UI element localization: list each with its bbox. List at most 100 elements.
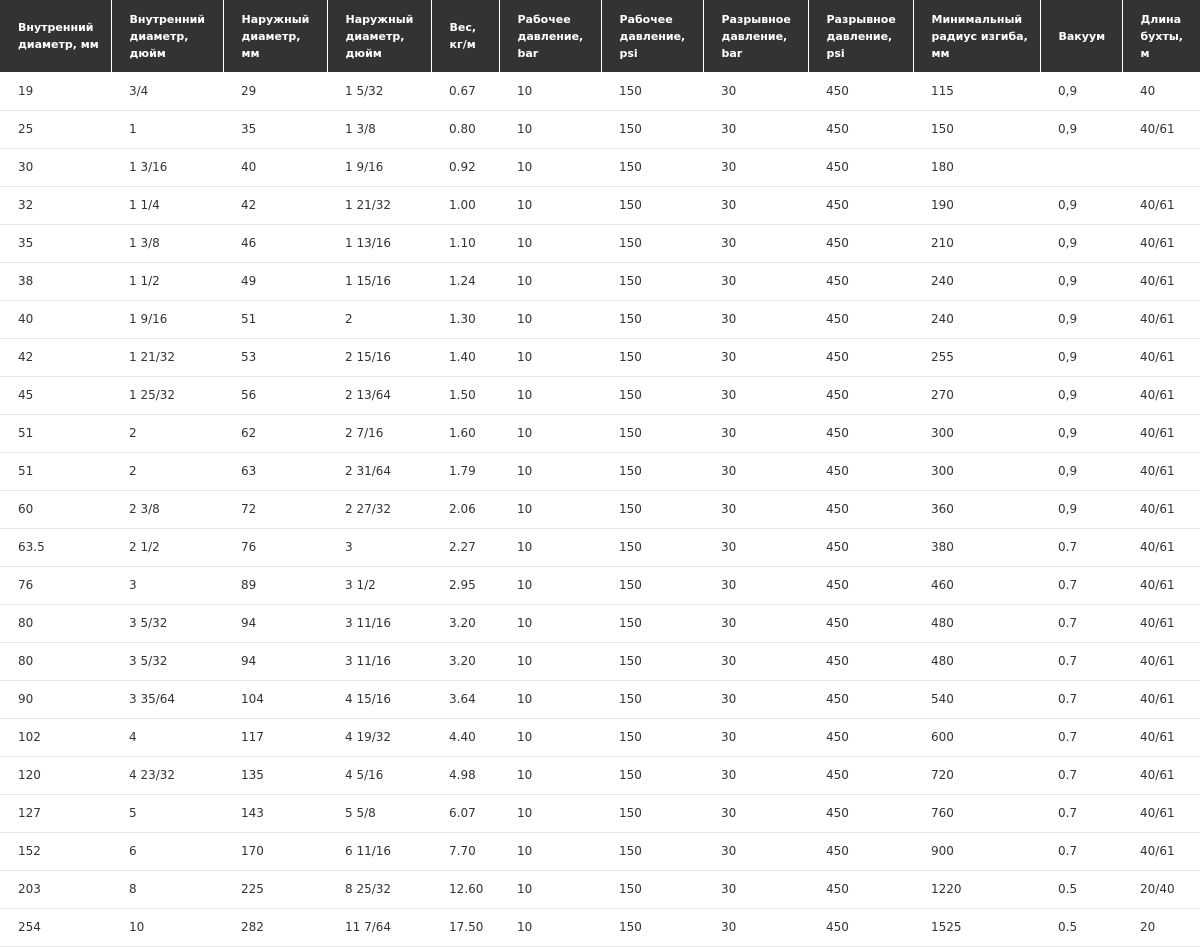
table-cell: 150	[601, 414, 703, 453]
table-cell: 40/61	[1122, 528, 1200, 567]
table-cell: 10	[499, 186, 601, 225]
table-row: 19 3/4 29 1 5/32 0.67 10 150 30 450 115 0,9 40	[0, 72, 1200, 111]
table-cell: 1 5/32	[327, 72, 431, 111]
column-header: Вес, кг/м	[430, 0, 499, 72]
table-cell: 29	[223, 72, 327, 111]
table-cell: 3	[111, 566, 223, 605]
table-cell: 6 11/16	[327, 832, 431, 871]
table-cell	[1122, 148, 1200, 187]
table-cell: 2.06	[431, 490, 499, 529]
table-cell: 450	[808, 528, 913, 567]
table-cell: 51	[0, 452, 111, 491]
table-cell: 115	[913, 72, 1040, 111]
table-cell: 30	[703, 870, 808, 909]
table-cell: 2	[111, 414, 223, 453]
column-header: Рабочее давление, psi	[600, 0, 703, 72]
table-row: 45 1 25/32 56 2 13/64 1.50 10 150 30 450 270 0,9 40…	[0, 376, 1200, 415]
table-cell: 10	[499, 528, 601, 567]
table-cell: 0,9	[1040, 414, 1122, 453]
column-header: Вакуум	[1039, 0, 1122, 72]
table-cell: 6.07	[431, 794, 499, 833]
table-row: 127 5 143 5 5/8 6.07 10 150 30 450 760 0.7 40/61	[0, 794, 1200, 833]
table-cell: 120	[0, 756, 111, 795]
table-cell: 1.00	[431, 186, 499, 225]
table-cell: 270	[913, 376, 1040, 415]
table-cell: 150	[601, 148, 703, 187]
table-cell: 30	[0, 148, 111, 187]
table-cell: 450	[808, 832, 913, 871]
table-cell: 150	[601, 490, 703, 529]
table-cell: 42	[223, 186, 327, 225]
table-cell: 0.67	[431, 72, 499, 111]
table-cell: 1 1/2	[111, 262, 223, 301]
table-cell: 300	[913, 452, 1040, 491]
table-cell: 450	[808, 186, 913, 225]
table-cell: 2 7/16	[327, 414, 431, 453]
table-cell: 11 7/64	[327, 908, 431, 947]
table-cell: 2 13/64	[327, 376, 431, 415]
table-row: 203 8 225 8 25/32 12.60 10 150 30 450 1220 0.5 20/4…	[0, 870, 1200, 909]
table-cell: 720	[913, 756, 1040, 795]
table-cell: 7.70	[431, 832, 499, 871]
table-cell: 10	[499, 832, 601, 871]
table-cell: 1.79	[431, 452, 499, 491]
table-cell: 1.60	[431, 414, 499, 453]
table-cell: 30	[703, 680, 808, 719]
column-header: Внутренний диаметр, мм	[0, 0, 111, 72]
table-cell: 1.50	[431, 376, 499, 415]
table-cell: 600	[913, 718, 1040, 757]
table-cell: 30	[703, 414, 808, 453]
table-cell: 0,9	[1040, 338, 1122, 377]
table-cell: 94	[223, 604, 327, 643]
table-cell: 4.98	[431, 756, 499, 795]
table-cell: 10	[499, 338, 601, 377]
table-cell: 3/4	[111, 72, 223, 111]
table-cell: 143	[223, 794, 327, 833]
table-cell: 0,9	[1040, 110, 1122, 149]
table-cell: 150	[913, 110, 1040, 149]
table-cell: 0,9	[1040, 186, 1122, 225]
table-cell: 1.10	[431, 224, 499, 263]
table-cell: 150	[601, 300, 703, 339]
table-row: 80 3 5/32 94 3 11/16 3.20 10 150 30 450 480 0.7 40/…	[0, 642, 1200, 681]
table-row: 25 1 35 1 3/8 0.80 10 150 30 450 150 0,9 40/61	[0, 110, 1200, 149]
table-cell: 240	[913, 262, 1040, 301]
table-cell: 380	[913, 528, 1040, 567]
table-cell: 30	[703, 490, 808, 529]
table-cell: 450	[808, 262, 913, 301]
table-cell: 480	[913, 642, 1040, 681]
header-row: Внутренний диаметр, мм Внутренний диаметр…	[0, 0, 1200, 72]
table-cell: 72	[223, 490, 327, 529]
table-cell: 40/61	[1122, 794, 1200, 833]
table-cell: 1.30	[431, 300, 499, 339]
table-cell: 30	[703, 72, 808, 111]
table-cell: 150	[601, 376, 703, 415]
table-cell: 1.40	[431, 338, 499, 377]
table-cell: 3 5/32	[111, 604, 223, 643]
table-cell: 80	[0, 642, 111, 681]
table-cell: 127	[0, 794, 111, 833]
table-row: 35 1 3/8 46 1 13/16 1.10 10 150 30 450 210 0,9 40/6…	[0, 224, 1200, 263]
table-cell: 10	[499, 148, 601, 187]
table-cell: 2 31/64	[327, 452, 431, 491]
table-cell: 450	[808, 566, 913, 605]
table-cell: 40/61	[1122, 604, 1200, 643]
table-cell: 2.95	[431, 566, 499, 605]
table-cell: 0,9	[1040, 72, 1122, 111]
table-cell: 0,9	[1040, 224, 1122, 263]
table-cell: 53	[223, 338, 327, 377]
table-cell: 63	[223, 452, 327, 491]
table-cell: 102	[0, 718, 111, 757]
table-cell: 32	[0, 186, 111, 225]
table-cell: 40/61	[1122, 376, 1200, 415]
table-cell: 1 9/16	[327, 148, 431, 187]
table-cell: 40	[1122, 72, 1200, 111]
table-cell: 42	[0, 338, 111, 377]
table-cell: 40/61	[1122, 186, 1200, 225]
table-cell: 40/61	[1122, 718, 1200, 757]
table-cell: 51	[0, 414, 111, 453]
table-row: 80 3 5/32 94 3 11/16 3.20 10 150 30 450 480 0.7 40/…	[0, 604, 1200, 643]
table-cell: 450	[808, 414, 913, 453]
table-cell: 76	[223, 528, 327, 567]
